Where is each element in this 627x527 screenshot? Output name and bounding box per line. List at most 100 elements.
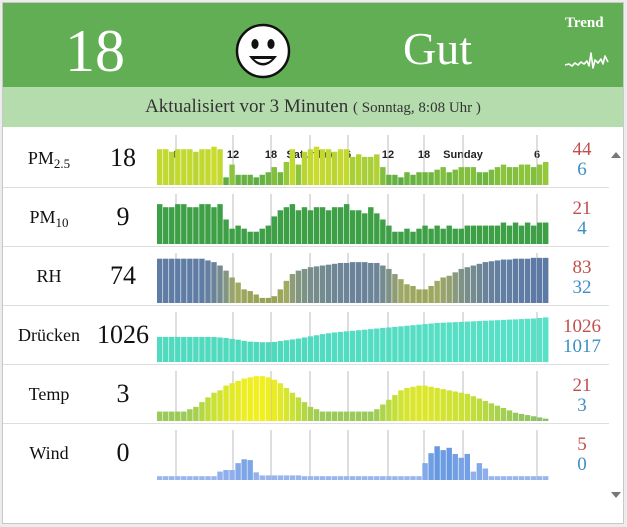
chart-bar: [187, 336, 193, 362]
chart-bar: [488, 320, 495, 362]
chart-bar: [307, 476, 314, 480]
chart-bar: [187, 476, 193, 480]
chart-bar: [362, 329, 368, 362]
chart-bar: [428, 323, 434, 362]
chart-bar: [325, 411, 332, 421]
chart-bar: [356, 262, 362, 303]
chart-bar: [313, 207, 320, 244]
chart-bar: [163, 476, 169, 480]
chart-bar: [181, 258, 187, 303]
chart-bar: [217, 265, 223, 303]
chart-bar: [169, 476, 175, 480]
chart-bar: [271, 475, 278, 480]
chart-bar: [368, 207, 374, 244]
chart-bar: [476, 263, 483, 303]
chart-bar: [476, 321, 483, 362]
chart-bar: [163, 411, 169, 421]
chart-bar: [319, 265, 326, 303]
chart-bar: [175, 258, 181, 303]
chart-bar: [488, 225, 495, 244]
metric-label: PM2.5: [27, 148, 71, 171]
chart-bar: [380, 404, 386, 421]
chart-bar: [542, 222, 549, 244]
chart-bar: [428, 453, 434, 480]
trend-sparkline-icon[interactable]: [564, 47, 610, 73]
chart-bar: [235, 225, 241, 244]
chart-bar: [464, 393, 470, 421]
chart-bar: [356, 411, 362, 421]
chart-bar: [169, 258, 175, 303]
chart-bar: [337, 149, 344, 185]
chart-bar: [440, 167, 446, 185]
metric-row-wind[interactable]: Wind 0 5 0: [3, 424, 609, 482]
trend-label[interactable]: Trend: [565, 15, 604, 31]
chart-bar: [301, 207, 308, 244]
metric-label: Temp: [28, 384, 70, 404]
chart-bar: [235, 282, 241, 303]
chart-bar: [380, 476, 386, 480]
chart-bar: [482, 320, 489, 362]
chart-bar: [229, 228, 235, 244]
chart-bar: [265, 475, 271, 480]
chart-bar: [247, 460, 253, 480]
chart-bar: [193, 207, 199, 244]
chart-bar: [374, 476, 380, 480]
chart-bar: [440, 450, 446, 480]
chart-bar: [313, 335, 320, 362]
chart-bar: [422, 289, 428, 303]
chart-bar: [542, 476, 549, 480]
chart-bar: [536, 164, 543, 185]
chart-bar: [265, 342, 271, 362]
chart-bar: [368, 156, 374, 185]
chart-bar: [494, 320, 501, 362]
chart-bar: [542, 317, 549, 362]
chart-bar: [241, 378, 247, 421]
chart-bar: [488, 169, 495, 185]
chart-bar: [253, 341, 259, 362]
chart-bar: [157, 258, 163, 303]
chart-bar: [175, 411, 181, 421]
metric-row-pm10[interactable]: PM10 9 21 4: [3, 188, 609, 247]
chart-bar: [283, 207, 290, 244]
chart-bar: [199, 336, 205, 362]
metric-min: 6: [577, 159, 587, 180]
chart-bar: [295, 397, 302, 421]
metric-value: 9: [116, 202, 130, 231]
chart-bar: [259, 174, 265, 185]
chart-bar: [175, 476, 181, 480]
chart-bar: [217, 149, 223, 185]
chart-bar: [500, 319, 507, 362]
metric-row-pm25[interactable]: PM2.5 18 44 6: [3, 129, 609, 188]
chart-bar: [349, 476, 356, 480]
metric-row-pressure[interactable]: Drücken 1026 1026 1017: [3, 306, 609, 365]
chart-bar: [476, 463, 483, 480]
chart-bar: [253, 231, 259, 244]
chart-bar: [530, 318, 537, 362]
chart-bar: [422, 225, 428, 244]
metric-row-rh[interactable]: RH 74 83 32: [3, 247, 609, 306]
chart-bar: [380, 167, 386, 185]
chart-bar: [211, 207, 217, 244]
scroll-up-arrow-icon[interactable]: [609, 149, 623, 161]
chart-bar: [331, 207, 338, 244]
chart-bar: [259, 228, 265, 244]
chart-bar: [374, 154, 380, 185]
metric-row-temp[interactable]: Temp 3 21 3: [3, 365, 609, 424]
chart-bar: [410, 174, 416, 185]
scroll-down-arrow-icon[interactable]: [609, 489, 623, 501]
chart-bar: [536, 317, 543, 362]
chart-bar: [259, 376, 265, 421]
chart-bar: [277, 475, 284, 480]
chart-bar: [175, 336, 181, 362]
chart-bar: [325, 333, 332, 362]
chart-bar: [349, 411, 356, 421]
chart-bar: [187, 207, 193, 244]
chart-bar: [289, 149, 296, 185]
chart-bar: [271, 379, 278, 421]
chart-bar: [404, 325, 410, 362]
chart-bar: [404, 476, 410, 480]
chart-bar: [193, 151, 199, 185]
chart-bar: [392, 326, 398, 362]
chart-bar: [416, 228, 422, 244]
chart-bar: [482, 400, 489, 421]
